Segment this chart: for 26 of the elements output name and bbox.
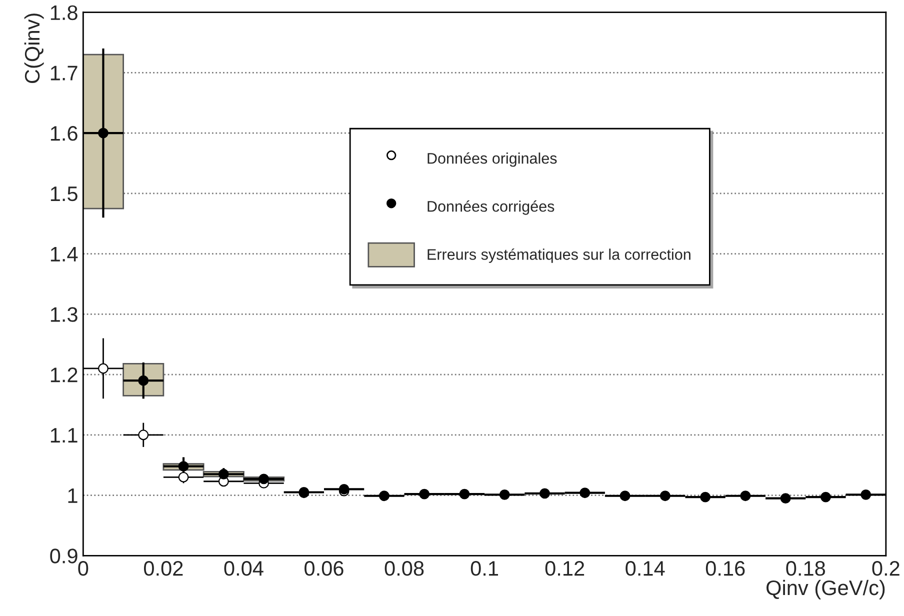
legend-label: Erreurs systématiques sur la correction [428,248,690,263]
y-tick-label: 1.3 [50,307,78,322]
legend-label: Données corrigées [428,200,554,215]
x-tick-label: 0.2 [872,561,900,576]
y-tick-label: 1.2 [50,368,78,382]
x-tick-label: 0.02 [144,561,183,576]
x-tick-label: 0.18 [786,561,826,576]
y-tick-label: 1.6 [50,126,78,141]
y-tick-label: 1.7 [50,66,78,80]
x-tick-label: 0.06 [304,561,344,576]
y-tick-label: 1.5 [50,186,78,202]
x-tick-label: 0.12 [545,561,584,576]
x-tick-label: 0.16 [706,561,745,576]
x-tick-label: 0 [78,561,88,576]
legend-label: Données originales [428,152,557,167]
y-tick-label: 1.1 [50,428,78,442]
x-tick-label: 0.14 [626,561,665,576]
y-tick-label: 1.8 [50,5,78,20]
y-tick-label: 0.9 [50,548,78,564]
y-tick-label: 1 [68,488,78,503]
x-tick-label: 0.1 [470,561,498,576]
x-tick-label: 0.08 [384,561,424,576]
y-axis-title: C(Qinv) [24,14,44,84]
x-axis-title: Qinv (GeV/c) [766,580,885,600]
y-tick-label: 1.4 [50,247,78,262]
x-tick-label: 0.04 [224,561,264,576]
